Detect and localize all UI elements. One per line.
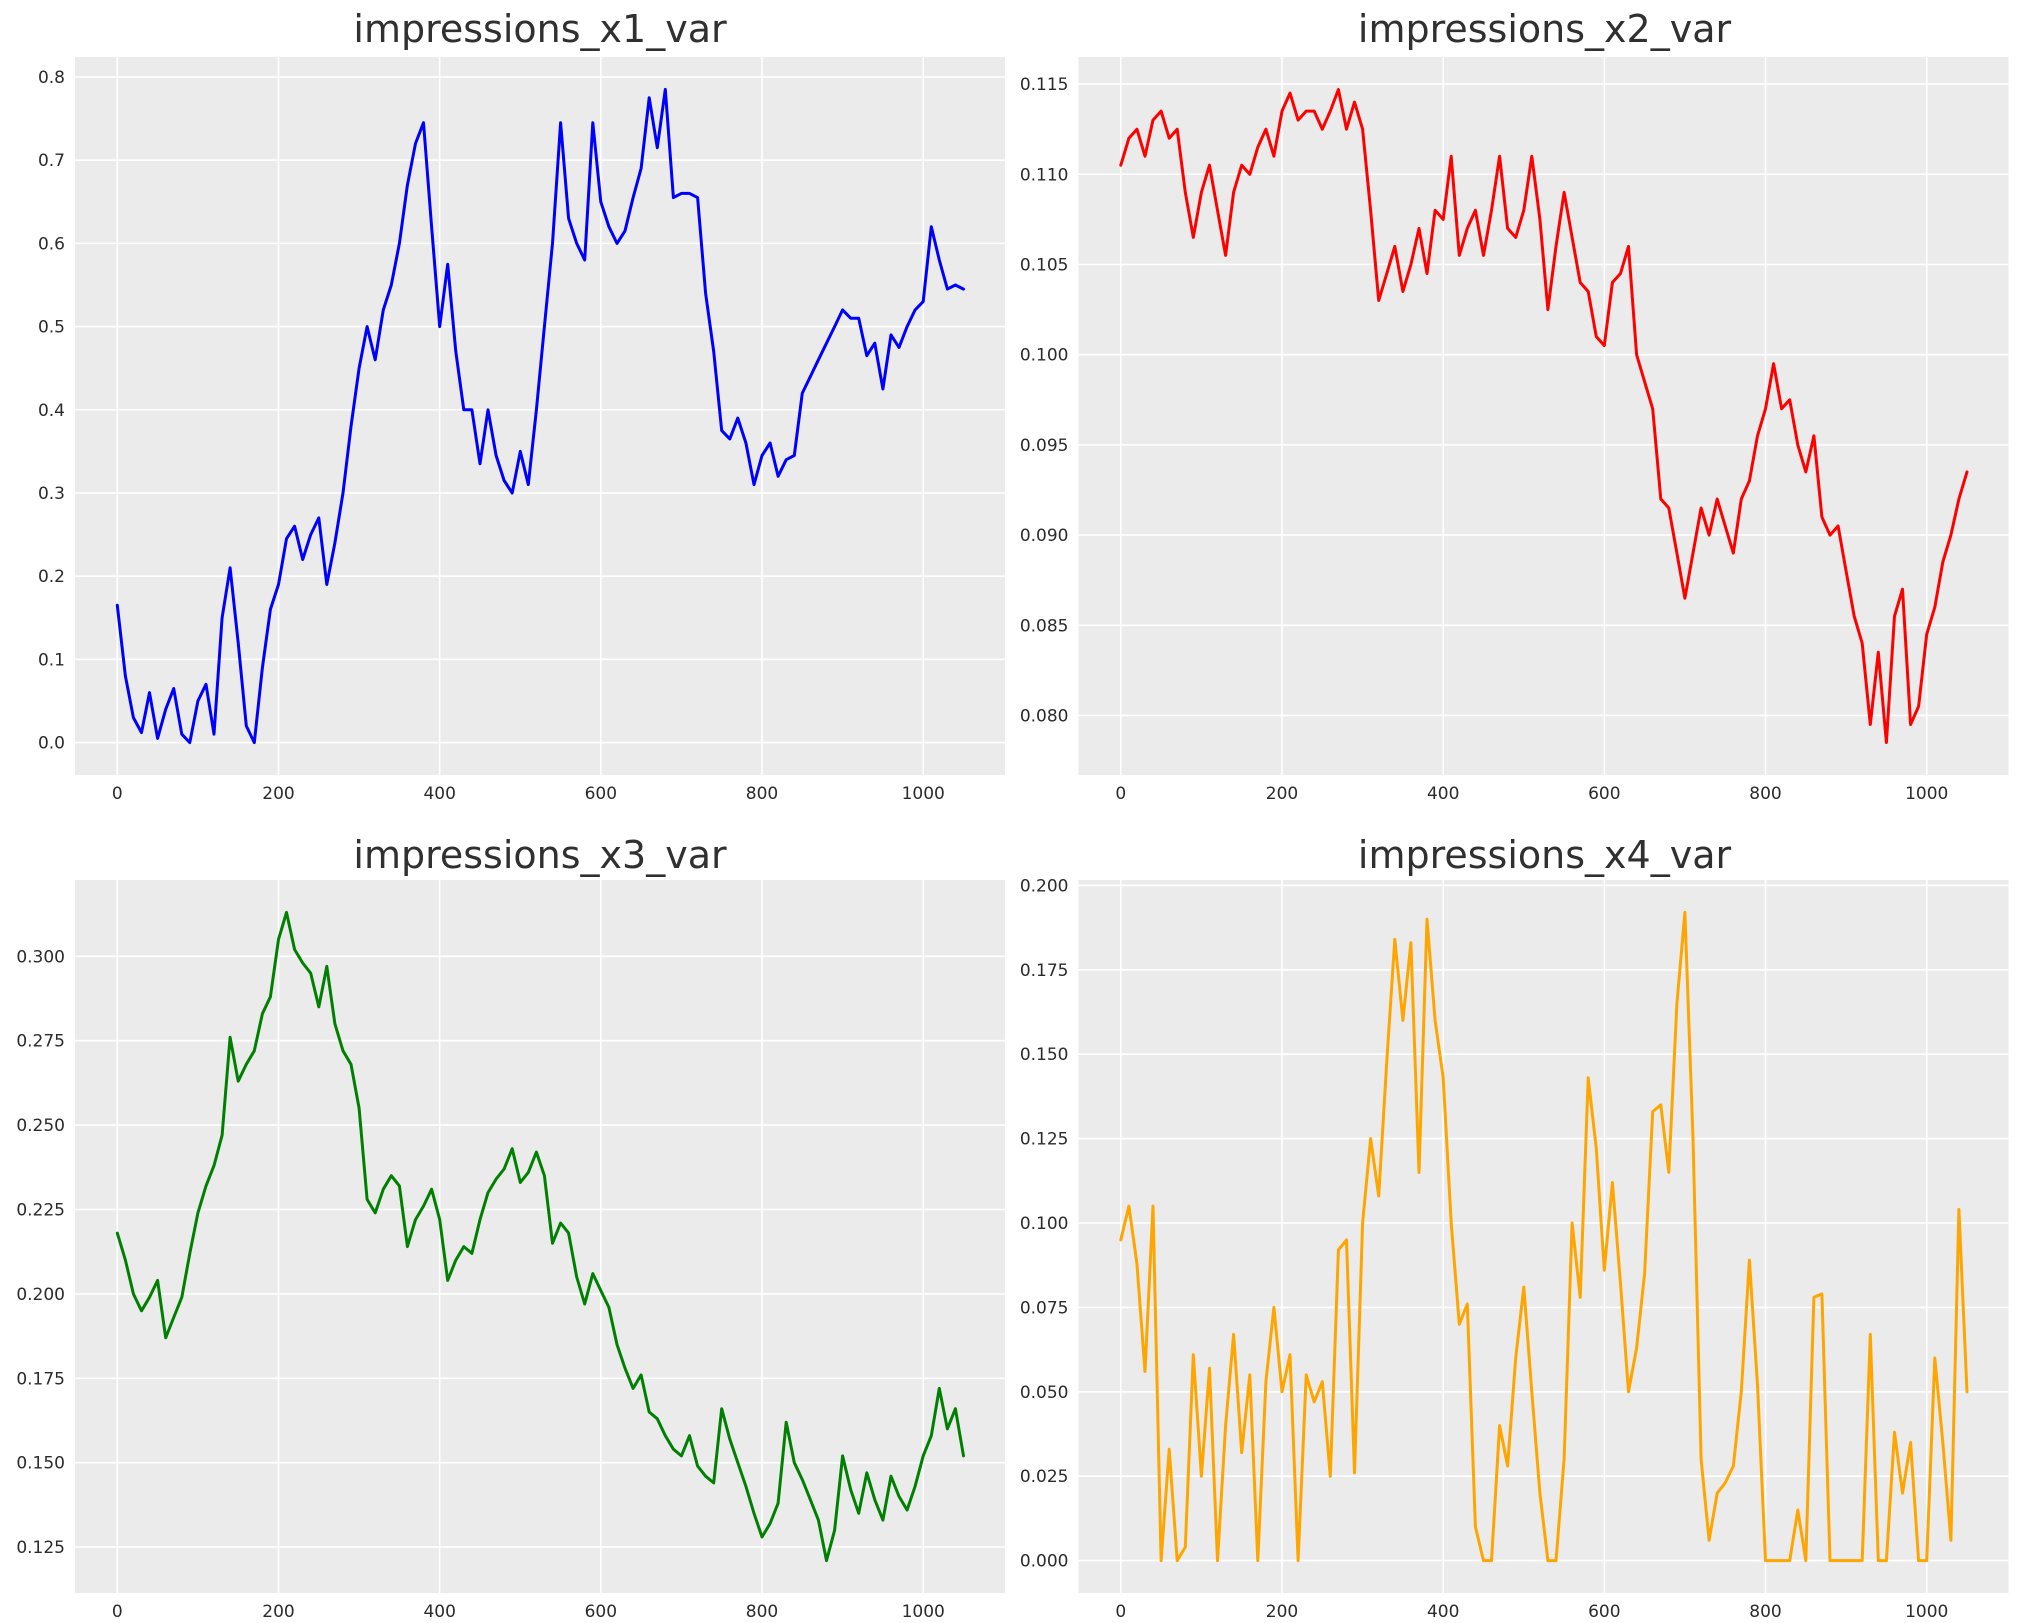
subplot-title-x1: impressions_x1_var — [353, 7, 727, 51]
svg-text:0.050: 0.050 — [1020, 1383, 1069, 1403]
data-line — [115, 87, 965, 745]
axes-background — [1078, 57, 2009, 775]
svg-text:0.200: 0.200 — [1020, 876, 1069, 896]
svg-text:0.250: 0.250 — [16, 1116, 65, 1136]
svg-text:800: 800 — [1749, 784, 1781, 804]
svg-text:0.200: 0.200 — [16, 1285, 65, 1305]
x-tick-labels: 0 200 400 600 800 1000 — [112, 1602, 945, 1622]
grid — [75, 57, 1005, 775]
svg-text:0.095: 0.095 — [1020, 436, 1069, 456]
svg-text:800: 800 — [746, 1602, 778, 1622]
svg-text:0.300: 0.300 — [16, 947, 65, 967]
svg-text:0.8: 0.8 — [38, 68, 65, 88]
svg-text:0.1: 0.1 — [38, 650, 65, 670]
data-line — [1119, 88, 1969, 744]
svg-text:0.075: 0.075 — [1020, 1298, 1069, 1318]
svg-text:0.150: 0.150 — [1020, 1045, 1069, 1065]
svg-text:0.175: 0.175 — [1020, 961, 1069, 981]
x-tick-labels: 0 200 400 600 800 1000 — [112, 784, 945, 804]
svg-text:0.5: 0.5 — [38, 318, 65, 338]
svg-text:0.090: 0.090 — [1020, 526, 1069, 546]
axes-background — [75, 880, 1005, 1593]
svg-text:0.0: 0.0 — [38, 734, 65, 754]
svg-text:0: 0 — [112, 784, 123, 804]
svg-text:600: 600 — [585, 784, 617, 804]
svg-text:0.3: 0.3 — [38, 484, 65, 504]
svg-text:0.110: 0.110 — [1020, 165, 1069, 185]
svg-text:600: 600 — [1588, 1602, 1620, 1622]
svg-text:1000: 1000 — [902, 784, 945, 804]
svg-text:0.275: 0.275 — [16, 1032, 65, 1052]
data-line — [115, 910, 965, 1563]
svg-text:200: 200 — [262, 1602, 294, 1622]
plot-impressions-x2-var: 0.080 0.085 0.090 0.095 0.100 0.105 0.110 0.115… — [1020, 7, 2009, 804]
subplot-impressions-x3-var: 0.125 0.150 0.175 0.200 0.225 0.250 0.275 0.300… — [0, 812, 1011, 1623]
y-tick-labels: 0.000 0.025 0.050 0.075 0.100 0.125 0.150 0.175… — [1020, 876, 1069, 1571]
grid — [1078, 57, 2009, 775]
x-tick-labels: 0 200 400 600 800 1000 — [1115, 784, 1948, 804]
grid — [75, 880, 1005, 1593]
subplot-title-x2: impressions_x2_var — [1358, 7, 1732, 51]
svg-text:0.2: 0.2 — [38, 567, 65, 587]
subplot-impressions-x4-var: 0.000 0.025 0.050 0.075 0.100 0.125 0.150 0.175… — [1011, 812, 2023, 1623]
svg-text:400: 400 — [423, 1602, 455, 1622]
svg-text:0.100: 0.100 — [1020, 1214, 1069, 1234]
svg-text:1000: 1000 — [1905, 1602, 1948, 1622]
plot-impressions-x4-var: 0.000 0.025 0.050 0.075 0.100 0.125 0.150 0.175… — [1020, 833, 2009, 1622]
axes-background — [1078, 880, 2009, 1593]
svg-text:0: 0 — [112, 1602, 123, 1622]
svg-text:0.7: 0.7 — [38, 151, 65, 171]
svg-text:0.115: 0.115 — [1020, 75, 1069, 95]
svg-text:200: 200 — [1266, 1602, 1298, 1622]
svg-text:0.085: 0.085 — [1020, 616, 1069, 636]
svg-text:0: 0 — [1115, 784, 1126, 804]
svg-text:0.4: 0.4 — [38, 401, 65, 421]
subplot-impressions-x1-var: 0.0 0.1 0.2 0.3 0.4 0.5 0.6 0.7 0.8 0 200 400 600 800… — [0, 0, 1011, 812]
plot-impressions-x1-var: 0.0 0.1 0.2 0.3 0.4 0.5 0.6 0.7 0.8 0 200 400 600 800… — [38, 7, 1005, 804]
axes-background — [75, 57, 1005, 775]
svg-text:0.225: 0.225 — [16, 1200, 65, 1220]
svg-text:400: 400 — [423, 784, 455, 804]
subplot-title-x3: impressions_x3_var — [353, 833, 727, 877]
svg-text:400: 400 — [1427, 1602, 1459, 1622]
svg-text:800: 800 — [1749, 1602, 1781, 1622]
svg-text:1000: 1000 — [1905, 784, 1948, 804]
svg-text:0: 0 — [1115, 1602, 1126, 1622]
y-tick-labels: 0.0 0.1 0.2 0.3 0.4 0.5 0.6 0.7 0.8 — [38, 68, 65, 754]
svg-text:0.125: 0.125 — [1020, 1130, 1069, 1150]
svg-text:0.025: 0.025 — [1020, 1467, 1069, 1487]
y-tick-labels: 0.080 0.085 0.090 0.095 0.100 0.105 0.110 0.115 — [1020, 75, 1069, 726]
svg-text:600: 600 — [585, 1602, 617, 1622]
svg-text:0.6: 0.6 — [38, 234, 65, 254]
y-tick-labels: 0.125 0.150 0.175 0.200 0.225 0.250 0.275 0.300 — [16, 947, 65, 1558]
svg-text:0.100: 0.100 — [1020, 346, 1069, 366]
svg-text:0.080: 0.080 — [1020, 706, 1069, 726]
svg-text:200: 200 — [1266, 784, 1298, 804]
subplot-impressions-x2-var: 0.080 0.085 0.090 0.095 0.100 0.105 0.110 0.115… — [1011, 0, 2023, 812]
data-line — [1119, 910, 1969, 1563]
svg-text:600: 600 — [1588, 784, 1620, 804]
svg-text:200: 200 — [262, 784, 294, 804]
svg-text:0.000: 0.000 — [1020, 1552, 1069, 1572]
svg-text:0.150: 0.150 — [16, 1454, 65, 1474]
svg-text:400: 400 — [1427, 784, 1459, 804]
svg-text:0.125: 0.125 — [16, 1538, 65, 1558]
svg-text:0.175: 0.175 — [16, 1369, 65, 1389]
plot-impressions-x3-var: 0.125 0.150 0.175 0.200 0.225 0.250 0.275 0.300… — [16, 833, 1005, 1622]
subplot-title-x4: impressions_x4_var — [1358, 833, 1732, 877]
svg-text:1000: 1000 — [902, 1602, 945, 1622]
svg-text:0.105: 0.105 — [1020, 255, 1069, 275]
svg-text:800: 800 — [746, 784, 778, 804]
x-tick-labels: 0 200 400 600 800 1000 — [1115, 1602, 1948, 1622]
